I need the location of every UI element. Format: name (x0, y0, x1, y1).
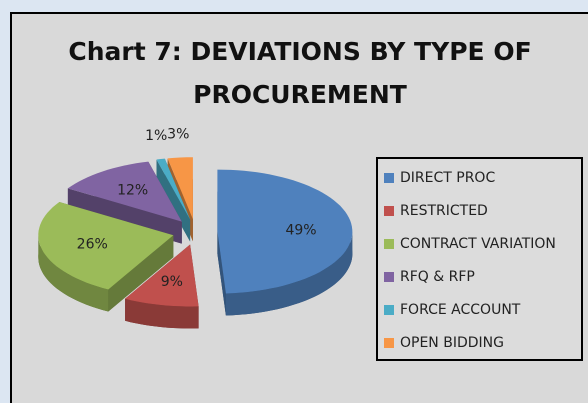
slice (125, 244, 199, 307)
legend-label: FORCE ACCOUNT (400, 302, 521, 318)
data-label: 26% (77, 237, 108, 253)
legend-swatch (384, 239, 394, 249)
data-label: 1% (145, 128, 167, 144)
slice-side (38, 235, 109, 312)
legend-swatch (384, 338, 394, 348)
legend-label: OPEN BIDDING (400, 335, 504, 351)
slice-cut (217, 231, 226, 316)
legend-swatch (384, 272, 394, 282)
slice-cut (108, 235, 174, 312)
legend-label: RFQ & RFP (400, 269, 475, 285)
slice (167, 157, 193, 220)
data-label: 3% (167, 126, 189, 142)
slice (38, 202, 174, 290)
legend-label: DIRECT PROC (400, 170, 495, 186)
slice (67, 161, 182, 222)
slice (217, 169, 353, 294)
legend-label: RESTRICTED (400, 203, 488, 219)
slice-side (225, 231, 353, 316)
data-label: 9% (161, 274, 183, 290)
data-label: 12% (117, 183, 148, 199)
legend-swatch (384, 206, 394, 216)
chart-title: Chart 7: DEVIATIONS BY TYPE OF PROCUREME… (68, 37, 532, 109)
slice-side (125, 298, 199, 329)
legend-swatch (384, 305, 394, 315)
legend-swatch (384, 173, 394, 183)
legend-box (376, 157, 583, 361)
legend-label: CONTRACT VARIATION (400, 236, 556, 252)
slice (156, 158, 191, 220)
data-label: 49% (285, 222, 316, 238)
